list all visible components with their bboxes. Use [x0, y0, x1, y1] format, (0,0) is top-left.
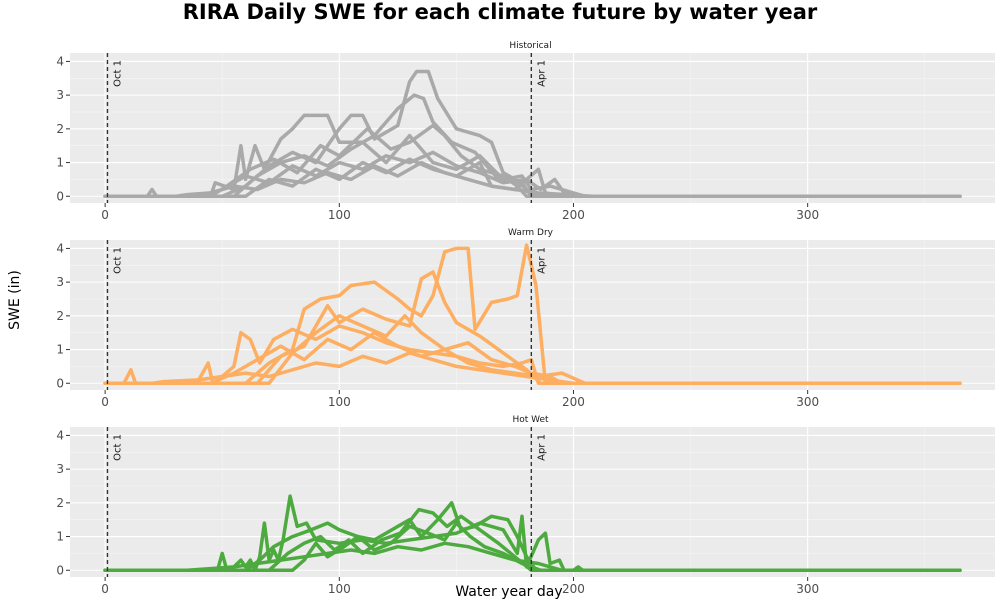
panel-hot-wet: Hot Wet Oct 1 Apr 1 0 1 2 3 4 0 100 200 300 — [56, 415, 995, 596]
panel-title: Warm Dry — [508, 228, 554, 238]
panel-historical: Historical Oct 1 Apr 1 0 1 2 3 4 0 100 200 300 — [56, 41, 995, 222]
y-tick-label: 0 — [56, 376, 64, 390]
x-tick-label: 300 — [796, 208, 819, 222]
reference-line-label: Oct 1 — [112, 60, 123, 87]
x-tick-label: 200 — [562, 395, 585, 409]
x-tick-label: 300 — [796, 395, 819, 409]
y-tick-label: 4 — [56, 54, 64, 68]
y-axis-title: SWE (in) — [7, 270, 23, 330]
x-tick-label: 200 — [562, 582, 585, 596]
swe-series-line — [103, 69, 962, 199]
swe-series-line — [103, 93, 962, 199]
panel-warm-dry: Warm Dry Oct 1 Apr 1 0 1 2 3 4 0 100 200 300 — [56, 228, 995, 409]
x-tick-label: 100 — [328, 208, 351, 222]
y-tick-label: 4 — [56, 241, 64, 255]
swe-series-line — [103, 314, 962, 386]
x-tick-label: 200 — [562, 208, 585, 222]
chart-title: RIRA Daily SWE for each climate future b… — [182, 0, 818, 24]
reference-line-label: Oct 1 — [112, 247, 123, 274]
reference-line-label: Oct 1 — [112, 434, 123, 461]
swe-series-line — [103, 521, 962, 573]
swe-series-line — [103, 541, 962, 573]
y-tick-label: 4 — [56, 428, 64, 442]
y-tick-label: 1 — [56, 343, 64, 357]
swe-series-line — [103, 123, 962, 199]
reference-line-label: Apr 1 — [536, 247, 547, 274]
y-tick-label: 2 — [56, 122, 64, 136]
x-tick-label: 0 — [101, 395, 109, 409]
y-tick-label: 3 — [56, 88, 64, 102]
x-tick-label: 100 — [328, 582, 351, 596]
swe-series-line — [103, 150, 962, 199]
y-tick-label: 3 — [56, 275, 64, 289]
y-tick-label: 0 — [56, 189, 64, 203]
swe-series-line — [103, 160, 962, 199]
reference-line-label: Apr 1 — [536, 60, 547, 87]
panel-title: Historical — [509, 41, 551, 51]
x-axis-title: Water year day — [455, 584, 562, 600]
panel-title: Hot Wet — [512, 415, 549, 425]
y-tick-label: 2 — [56, 309, 64, 323]
swe-series-line — [103, 243, 962, 386]
x-tick-label: 100 — [328, 395, 351, 409]
y-tick-label: 0 — [56, 563, 64, 577]
y-tick-label: 3 — [56, 462, 64, 476]
panel-background — [70, 53, 995, 203]
x-tick-label: 0 — [101, 208, 109, 222]
swe-series-line — [103, 351, 962, 386]
y-tick-label: 1 — [56, 530, 64, 544]
y-tick-label: 1 — [56, 156, 64, 170]
x-tick-label: 0 — [101, 582, 109, 596]
reference-line-label: Apr 1 — [536, 434, 547, 461]
x-tick-label: 300 — [796, 582, 819, 596]
y-tick-label: 2 — [56, 496, 64, 510]
